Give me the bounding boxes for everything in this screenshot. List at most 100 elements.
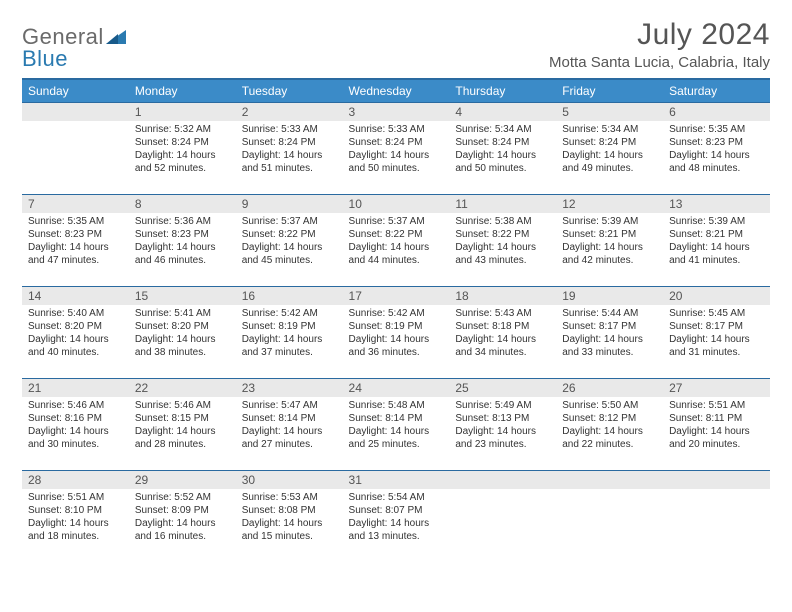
day-details: Sunrise: 5:35 AMSunset: 8:23 PMDaylight:… bbox=[663, 121, 770, 179]
calendar-day-cell bbox=[449, 471, 556, 563]
day-number: 13 bbox=[663, 195, 770, 213]
day-details: Sunrise: 5:39 AMSunset: 8:21 PMDaylight:… bbox=[556, 213, 663, 271]
day-number: 10 bbox=[343, 195, 450, 213]
day-details bbox=[22, 121, 129, 127]
day-number: 9 bbox=[236, 195, 343, 213]
calendar-day-cell: 8Sunrise: 5:36 AMSunset: 8:23 PMDaylight… bbox=[129, 195, 236, 287]
calendar-day-cell: 2Sunrise: 5:33 AMSunset: 8:24 PMDaylight… bbox=[236, 103, 343, 195]
calendar-body: 1Sunrise: 5:32 AMSunset: 8:24 PMDaylight… bbox=[22, 103, 770, 563]
calendar-day-cell: 15Sunrise: 5:41 AMSunset: 8:20 PMDayligh… bbox=[129, 287, 236, 379]
day-number: 23 bbox=[236, 379, 343, 397]
title-block: July 2024 Motta Santa Lucia, Calabria, I… bbox=[549, 18, 770, 71]
day-number: 25 bbox=[449, 379, 556, 397]
calendar-day-cell: 10Sunrise: 5:37 AMSunset: 8:22 PMDayligh… bbox=[343, 195, 450, 287]
calendar-day-cell bbox=[556, 471, 663, 563]
day-details: Sunrise: 5:34 AMSunset: 8:24 PMDaylight:… bbox=[449, 121, 556, 179]
day-number: 27 bbox=[663, 379, 770, 397]
calendar-day-cell: 25Sunrise: 5:49 AMSunset: 8:13 PMDayligh… bbox=[449, 379, 556, 471]
location-subtitle: Motta Santa Lucia, Calabria, Italy bbox=[549, 54, 770, 71]
calendar-day-cell: 4Sunrise: 5:34 AMSunset: 8:24 PMDaylight… bbox=[449, 103, 556, 195]
day-details: Sunrise: 5:43 AMSunset: 8:18 PMDaylight:… bbox=[449, 305, 556, 363]
day-details: Sunrise: 5:42 AMSunset: 8:19 PMDaylight:… bbox=[343, 305, 450, 363]
calendar-day-cell: 14Sunrise: 5:40 AMSunset: 8:20 PMDayligh… bbox=[22, 287, 129, 379]
day-details: Sunrise: 5:32 AMSunset: 8:24 PMDaylight:… bbox=[129, 121, 236, 179]
calendar-day-cell: 6Sunrise: 5:35 AMSunset: 8:23 PMDaylight… bbox=[663, 103, 770, 195]
day-number: 18 bbox=[449, 287, 556, 305]
calendar-day-cell: 30Sunrise: 5:53 AMSunset: 8:08 PMDayligh… bbox=[236, 471, 343, 563]
month-title: July 2024 bbox=[549, 18, 770, 52]
day-number: 11 bbox=[449, 195, 556, 213]
day-number: 8 bbox=[129, 195, 236, 213]
calendar-week-row: 1Sunrise: 5:32 AMSunset: 8:24 PMDaylight… bbox=[22, 103, 770, 195]
calendar-day-cell: 21Sunrise: 5:46 AMSunset: 8:16 PMDayligh… bbox=[22, 379, 129, 471]
weekday-header: Saturday bbox=[663, 79, 770, 103]
day-number: 22 bbox=[129, 379, 236, 397]
day-details: Sunrise: 5:46 AMSunset: 8:15 PMDaylight:… bbox=[129, 397, 236, 455]
calendar-day-cell: 19Sunrise: 5:44 AMSunset: 8:17 PMDayligh… bbox=[556, 287, 663, 379]
day-number: 2 bbox=[236, 103, 343, 121]
logo-triangle-icon bbox=[106, 24, 126, 50]
day-details: Sunrise: 5:53 AMSunset: 8:08 PMDaylight:… bbox=[236, 489, 343, 547]
day-number: 14 bbox=[22, 287, 129, 305]
calendar-table: SundayMondayTuesdayWednesdayThursdayFrid… bbox=[22, 78, 770, 563]
day-details: Sunrise: 5:36 AMSunset: 8:23 PMDaylight:… bbox=[129, 213, 236, 271]
logo: GeneralBlue bbox=[22, 18, 126, 72]
page-header: GeneralBlue July 2024 Motta Santa Lucia,… bbox=[22, 18, 770, 72]
day-number: 5 bbox=[556, 103, 663, 121]
day-details: Sunrise: 5:35 AMSunset: 8:23 PMDaylight:… bbox=[22, 213, 129, 271]
calendar-day-cell: 28Sunrise: 5:51 AMSunset: 8:10 PMDayligh… bbox=[22, 471, 129, 563]
calendar-day-cell: 17Sunrise: 5:42 AMSunset: 8:19 PMDayligh… bbox=[343, 287, 450, 379]
calendar-week-row: 7Sunrise: 5:35 AMSunset: 8:23 PMDaylight… bbox=[22, 195, 770, 287]
day-number: 29 bbox=[129, 471, 236, 489]
day-details bbox=[663, 489, 770, 495]
calendar-week-row: 28Sunrise: 5:51 AMSunset: 8:10 PMDayligh… bbox=[22, 471, 770, 563]
day-details: Sunrise: 5:44 AMSunset: 8:17 PMDaylight:… bbox=[556, 305, 663, 363]
day-details: Sunrise: 5:51 AMSunset: 8:10 PMDaylight:… bbox=[22, 489, 129, 547]
calendar-day-cell: 18Sunrise: 5:43 AMSunset: 8:18 PMDayligh… bbox=[449, 287, 556, 379]
day-number: 28 bbox=[22, 471, 129, 489]
day-details bbox=[449, 489, 556, 495]
day-details: Sunrise: 5:54 AMSunset: 8:07 PMDaylight:… bbox=[343, 489, 450, 547]
day-details bbox=[556, 489, 663, 495]
day-number: 3 bbox=[343, 103, 450, 121]
calendar-day-cell: 24Sunrise: 5:48 AMSunset: 8:14 PMDayligh… bbox=[343, 379, 450, 471]
weekday-header: Sunday bbox=[22, 79, 129, 103]
calendar-day-cell: 27Sunrise: 5:51 AMSunset: 8:11 PMDayligh… bbox=[663, 379, 770, 471]
day-number: 12 bbox=[556, 195, 663, 213]
day-details: Sunrise: 5:34 AMSunset: 8:24 PMDaylight:… bbox=[556, 121, 663, 179]
day-details: Sunrise: 5:37 AMSunset: 8:22 PMDaylight:… bbox=[343, 213, 450, 271]
day-number: 20 bbox=[663, 287, 770, 305]
day-number: 16 bbox=[236, 287, 343, 305]
calendar-day-cell: 16Sunrise: 5:42 AMSunset: 8:19 PMDayligh… bbox=[236, 287, 343, 379]
calendar-day-cell: 20Sunrise: 5:45 AMSunset: 8:17 PMDayligh… bbox=[663, 287, 770, 379]
day-details: Sunrise: 5:39 AMSunset: 8:21 PMDaylight:… bbox=[663, 213, 770, 271]
day-number: 31 bbox=[343, 471, 450, 489]
calendar-header-row: SundayMondayTuesdayWednesdayThursdayFrid… bbox=[22, 79, 770, 103]
calendar-day-cell bbox=[22, 103, 129, 195]
day-number bbox=[22, 103, 129, 121]
calendar-day-cell: 29Sunrise: 5:52 AMSunset: 8:09 PMDayligh… bbox=[129, 471, 236, 563]
day-details: Sunrise: 5:45 AMSunset: 8:17 PMDaylight:… bbox=[663, 305, 770, 363]
day-number: 17 bbox=[343, 287, 450, 305]
day-details: Sunrise: 5:33 AMSunset: 8:24 PMDaylight:… bbox=[236, 121, 343, 179]
day-number: 4 bbox=[449, 103, 556, 121]
day-number: 24 bbox=[343, 379, 450, 397]
weekday-header: Thursday bbox=[449, 79, 556, 103]
day-details: Sunrise: 5:51 AMSunset: 8:11 PMDaylight:… bbox=[663, 397, 770, 455]
calendar-day-cell: 7Sunrise: 5:35 AMSunset: 8:23 PMDaylight… bbox=[22, 195, 129, 287]
day-number: 21 bbox=[22, 379, 129, 397]
day-details: Sunrise: 5:49 AMSunset: 8:13 PMDaylight:… bbox=[449, 397, 556, 455]
day-details: Sunrise: 5:46 AMSunset: 8:16 PMDaylight:… bbox=[22, 397, 129, 455]
day-number: 1 bbox=[129, 103, 236, 121]
day-details: Sunrise: 5:47 AMSunset: 8:14 PMDaylight:… bbox=[236, 397, 343, 455]
calendar-day-cell: 11Sunrise: 5:38 AMSunset: 8:22 PMDayligh… bbox=[449, 195, 556, 287]
day-number: 15 bbox=[129, 287, 236, 305]
calendar-day-cell: 13Sunrise: 5:39 AMSunset: 8:21 PMDayligh… bbox=[663, 195, 770, 287]
weekday-header: Monday bbox=[129, 79, 236, 103]
day-details: Sunrise: 5:37 AMSunset: 8:22 PMDaylight:… bbox=[236, 213, 343, 271]
calendar-day-cell: 12Sunrise: 5:39 AMSunset: 8:21 PMDayligh… bbox=[556, 195, 663, 287]
day-number: 7 bbox=[22, 195, 129, 213]
weekday-header: Tuesday bbox=[236, 79, 343, 103]
calendar-day-cell: 26Sunrise: 5:50 AMSunset: 8:12 PMDayligh… bbox=[556, 379, 663, 471]
day-details: Sunrise: 5:40 AMSunset: 8:20 PMDaylight:… bbox=[22, 305, 129, 363]
